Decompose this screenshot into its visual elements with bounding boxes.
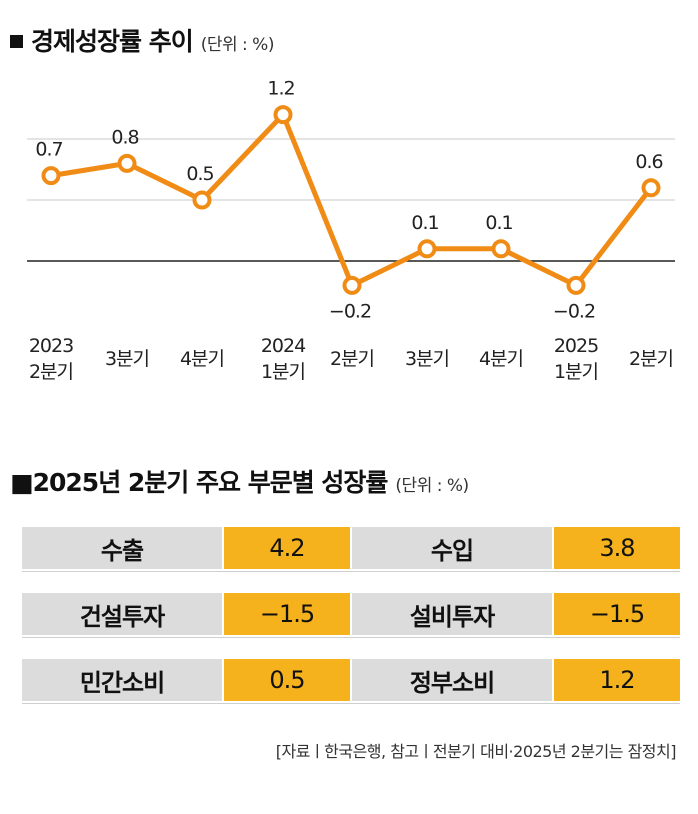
- table-row: 건설투자 −1.5 설비투자 −1.5: [22, 593, 680, 643]
- data-label: −0.2: [553, 300, 595, 322]
- row1-left-label: 수출: [22, 527, 222, 569]
- row2-left-label: 건설투자: [22, 593, 222, 635]
- data-label: 0.1: [411, 212, 438, 234]
- table-unit: (단위 : %): [395, 476, 469, 496]
- growth-line-chart: 0.7 0.8 0.5 1.2 −0.2 0.1 0.1 −0.2 0.6: [27, 78, 675, 322]
- row1-right-label: 수입: [352, 527, 552, 569]
- x-tick-label: 2분기: [329, 348, 375, 370]
- data-label: 0.6: [635, 151, 662, 173]
- row2-right-label: 설비투자: [352, 593, 552, 635]
- x-tick-label: 2분기: [628, 348, 674, 370]
- row3-left-value: 0.5: [224, 659, 350, 701]
- data-point: [273, 105, 293, 125]
- data-point: [117, 153, 137, 173]
- data-point: [342, 275, 362, 295]
- data-label: 1.2: [267, 78, 294, 100]
- table-row: 수출 4.2 수입 3.8: [22, 527, 680, 577]
- x-tick-label: 2023 2분기: [28, 335, 74, 383]
- row-divider: [22, 703, 680, 704]
- chart-unit: (단위 : %): [200, 35, 275, 55]
- x-tick-label: 2025 1분기: [553, 335, 599, 383]
- source-footnote: [자료ㅣ한국은행, 참고ㅣ전분기 대비·2025년 2분기는 잠정치]: [275, 742, 677, 761]
- row-divider: [22, 571, 680, 572]
- data-label: 0.1: [485, 212, 512, 234]
- row1-right-value: 3.8: [554, 527, 680, 569]
- data-point: [491, 239, 511, 259]
- data-point: [566, 275, 586, 295]
- row-divider: [22, 637, 680, 638]
- x-tick-label: 3분기: [404, 348, 450, 370]
- row3-right-label: 정부소비: [352, 659, 552, 701]
- x-tick-label: 3분기: [104, 348, 150, 370]
- data-point: [192, 190, 212, 210]
- table-title-text: ■2025년 2분기 주요 부문별 성장률: [10, 468, 388, 497]
- x-tick-label: 4분기: [179, 348, 225, 370]
- chart-title: 경제성장률 추이 (단위 : %): [10, 22, 274, 58]
- data-label: 0.7: [35, 139, 62, 161]
- data-label: −0.2: [329, 300, 371, 322]
- data-point: [417, 239, 437, 259]
- bullet-square-icon: [10, 35, 23, 48]
- data-point: [641, 178, 661, 198]
- table-title: ■2025년 2분기 주요 부문별 성장률 (단위 : %): [10, 463, 469, 499]
- row2-right-value: −1.5: [554, 593, 680, 635]
- row1-left-value: 4.2: [224, 527, 350, 569]
- chart-title-text: 경제성장률 추이: [31, 27, 194, 56]
- x-tick-label: 2024 1분기: [260, 335, 306, 383]
- data-point: [41, 166, 61, 186]
- data-label: 0.8: [111, 126, 138, 148]
- data-label: 0.5: [186, 163, 213, 185]
- row3-right-value: 1.2: [554, 659, 680, 701]
- table-row: 민간소비 0.5 정부소비 1.2: [22, 659, 680, 709]
- x-tick-label: 4분기: [478, 348, 524, 370]
- row2-left-value: −1.5: [224, 593, 350, 635]
- row3-left-label: 민간소비: [22, 659, 222, 701]
